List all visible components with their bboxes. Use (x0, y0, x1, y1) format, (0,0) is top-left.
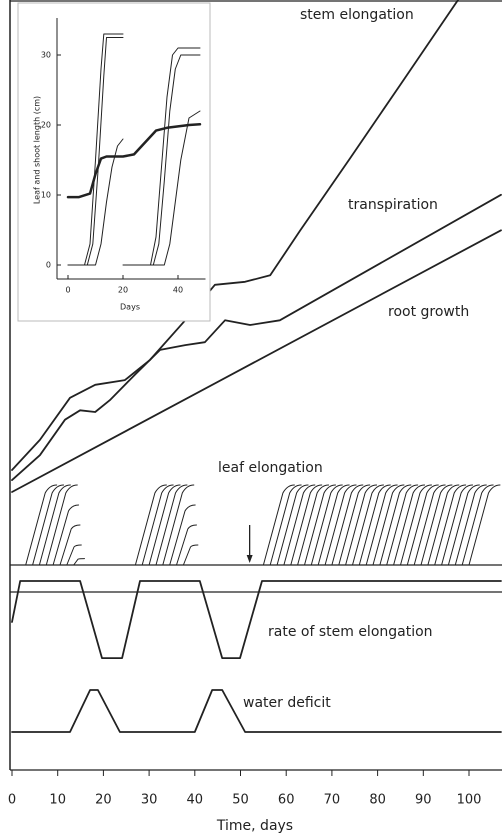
y-axis-label: Leaf and shoot length (cm) (33, 96, 42, 204)
y-tick-label: 10 (41, 191, 51, 200)
leaf-stripe (461, 484, 494, 566)
curve (11, 193, 502, 481)
x-tick-label: 90 (415, 793, 432, 808)
y-tick-label: 0 (46, 261, 51, 270)
x-tick-label: 40 (187, 793, 204, 808)
leaf-stripe (393, 484, 426, 566)
curve-label: water deficit (243, 695, 331, 711)
x-tick-label: 20 (118, 286, 128, 295)
leaf-stripe (379, 484, 412, 566)
curve (122, 47, 201, 266)
leaf-stripe (38, 484, 71, 566)
x-tick-label: 30 (141, 793, 158, 808)
x-tick-label: 40 (173, 286, 183, 295)
y-tick-label: 20 (41, 121, 51, 130)
y-tick-label: 30 (41, 51, 51, 60)
leaf-stripe (454, 484, 487, 566)
leaf-stripe (141, 484, 174, 566)
leaf-stripe (365, 484, 398, 566)
leaf-stripe (317, 484, 350, 566)
leaf-stripe (73, 558, 85, 566)
curve (128, 54, 201, 266)
panel-title: leaf elongation (218, 460, 323, 476)
x-axis-label: Time, days (216, 818, 293, 834)
leaf-stripe (441, 484, 474, 566)
leaf-stripe (148, 484, 181, 566)
leaf-stripe (25, 484, 58, 566)
curve (78, 138, 124, 266)
leaf-stripe (427, 484, 460, 566)
inset-background (17, 2, 211, 322)
x-tick-label: 0 (8, 793, 16, 808)
x-tick-label: 80 (369, 793, 386, 808)
event-arrowhead (246, 555, 253, 563)
leaf-stripe (310, 484, 343, 566)
leaf-stripe (345, 484, 378, 566)
curve-label: root growth (388, 304, 469, 320)
leaf-stripe (331, 484, 364, 566)
leaf-stripe (406, 484, 439, 566)
leaf-stripe (162, 484, 195, 566)
leaf-stripe (386, 484, 419, 566)
leaf-stripe (176, 524, 197, 566)
curve (11, 229, 502, 493)
curve-label: stem elongation (300, 7, 414, 23)
leaf-stripe (276, 484, 309, 566)
leaf-stripe (447, 484, 480, 566)
leaf-stripe (169, 504, 196, 566)
leaf-stripe (413, 484, 446, 566)
curve (11, 689, 502, 733)
leaf-stripe (66, 544, 82, 566)
leaf-stripe (182, 544, 199, 566)
leaf-stripe (304, 484, 336, 566)
curve (66, 123, 202, 199)
leaf-stripe (420, 484, 453, 566)
leaf-stripe (468, 484, 501, 566)
leaf-stripe (372, 484, 405, 566)
leaf-stripe (283, 484, 316, 566)
x-tick-label: 20 (95, 793, 112, 808)
leaf-stripe (400, 484, 432, 566)
leaf-stripe (324, 484, 357, 566)
leaf-stripe (52, 504, 80, 566)
x-tick-label: 0 (65, 286, 70, 295)
leaf-stripe (269, 484, 302, 566)
x-tick-label: 10 (49, 793, 66, 808)
x-tick-label: 100 (457, 793, 482, 808)
x-tick-label: 50 (232, 793, 249, 808)
x-tick-label: 70 (324, 793, 341, 808)
leaf-stripe (45, 484, 78, 566)
x-tick-label: 60 (278, 793, 295, 808)
leaf-stripe (434, 484, 467, 566)
leaf-stripe (358, 484, 391, 566)
curve-label: rate of stem elongation (268, 624, 433, 640)
leaf-stripe (134, 484, 167, 566)
curve (11, 580, 502, 659)
leaf-stripe (59, 524, 81, 566)
x-axis-label: Days (120, 303, 140, 312)
leaf-stripe (338, 484, 371, 566)
leaf-stripe (297, 484, 330, 566)
curve (139, 110, 201, 266)
leaf-stripe (262, 484, 295, 566)
leaf-stripe (155, 484, 188, 566)
leaf-stripe (290, 484, 323, 566)
leaf-stripe (32, 484, 65, 566)
curve-label: transpiration (348, 197, 438, 213)
leaf-stripe (352, 484, 384, 566)
